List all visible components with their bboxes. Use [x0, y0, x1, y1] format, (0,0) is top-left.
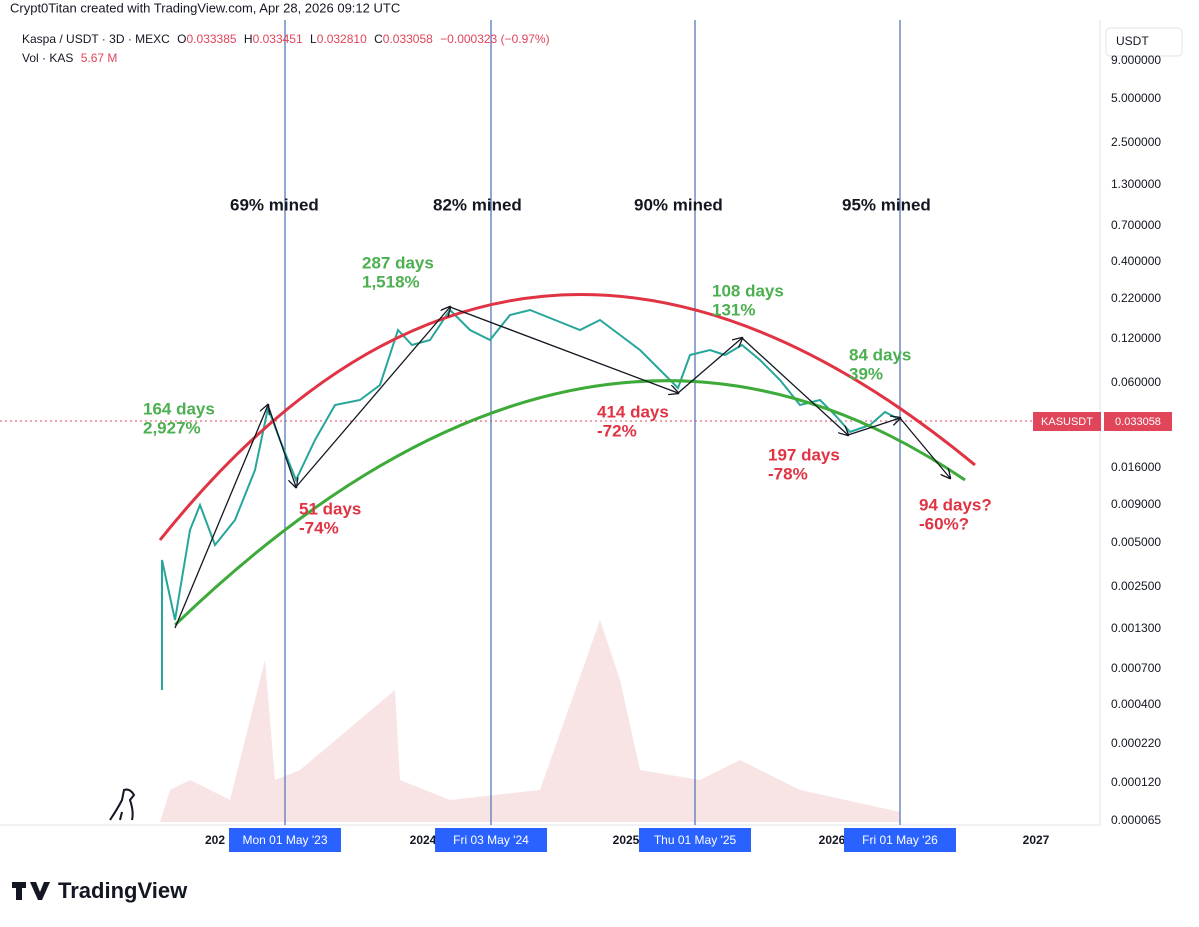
price-tick-label: 0.700000 [1111, 218, 1161, 232]
mined-label: 82% mined [433, 195, 522, 214]
footer-brand: TradingView [58, 878, 188, 903]
price-tick-label: 0.005000 [1111, 535, 1161, 549]
drop-change: -74% [299, 518, 339, 537]
header-line: Kaspa / USDT · 3D · MEXC O0.033385 H0.03… [22, 32, 550, 46]
rally-change: 2,927% [143, 418, 201, 437]
resistance-arc [158, 293, 976, 541]
volume-line: Vol · KAS 5.67 M [22, 51, 117, 65]
price-tag-text: 0.033058 [1115, 416, 1161, 428]
ohlc-key: C [374, 32, 383, 46]
support-arc [173, 379, 966, 627]
swing-arrows [174, 307, 950, 629]
rally-days: 164 days [143, 399, 215, 418]
price-tick-label: 0.001300 [1111, 621, 1161, 635]
time-marker-label: Thu 01 May '25 [654, 833, 737, 847]
rally-change: 1,518% [362, 272, 420, 291]
ohlc-value: 0.033385 [187, 32, 237, 46]
time-marker-box [229, 828, 341, 852]
drop-change: -78% [768, 464, 808, 483]
credit: Crypt0Titan created with TradingView.com… [10, 0, 400, 15]
drop-days: 197 days [768, 445, 840, 464]
ohlc-value: 0.033058 [383, 32, 433, 46]
time-tick-label: 2024 [410, 833, 437, 847]
price-tick-label: 0.220000 [1111, 291, 1161, 305]
time-tick-label: 202 [205, 833, 225, 847]
time-marker-box [435, 828, 547, 852]
time-marker-label: Fri 03 May '24 [453, 833, 529, 847]
time-marker-box [844, 828, 956, 852]
ohlc-key: L [310, 32, 317, 46]
volume-area [160, 620, 900, 822]
drop-days: 51 days [299, 499, 361, 518]
rally-change: 131% [712, 300, 755, 319]
mined-label: 69% mined [230, 195, 319, 214]
time-tick-label: 2025 [613, 833, 640, 847]
drop-days: 414 days [597, 402, 669, 421]
price-tick-label: 0.120000 [1111, 331, 1161, 345]
ohlc-key: O [177, 32, 186, 46]
symbol: Kaspa / USDT · 3D · MEXC [22, 32, 170, 46]
ohlc-value: 0.033451 [253, 32, 303, 46]
price-tick-label: 0.000700 [1111, 661, 1161, 675]
price-tick-label: 0.400000 [1111, 254, 1161, 268]
mined-label: 90% mined [634, 195, 723, 214]
price-tick-label: 0.000120 [1111, 775, 1161, 789]
time-marker-label: Fri 01 May '26 [862, 833, 938, 847]
price-tick-label: 0.000065 [1111, 813, 1161, 827]
time-marker-box [639, 828, 751, 852]
footer-logo [12, 882, 50, 900]
price-tick-label: 0.002500 [1111, 579, 1161, 593]
change: −0.000323 (−0.97%) [440, 32, 549, 46]
drop-change: -72% [597, 421, 637, 440]
ohlc-value: 0.032810 [317, 32, 367, 46]
unit: USDT [1116, 34, 1149, 48]
symbol-tag [1033, 412, 1101, 431]
volume-label: Vol · KAS [22, 51, 73, 65]
mined-label: 95% mined [842, 195, 931, 214]
unit-box[interactable] [1105, 27, 1183, 57]
time-tick-label: 2026 [819, 833, 846, 847]
rally-days: 108 days [712, 281, 784, 300]
price-tick-label: 0.000220 [1111, 736, 1161, 750]
price-path [161, 308, 901, 690]
rally-days: 287 days [362, 253, 434, 272]
time-tick-label: 2027 [1023, 833, 1050, 847]
price-tick-label: 0.060000 [1111, 375, 1161, 389]
price-tick-label: 1.300000 [1111, 177, 1161, 191]
rally-days: 84 days [849, 345, 911, 364]
price-tick-label: 0.000400 [1111, 697, 1161, 711]
drop-change: -60%? [919, 514, 969, 533]
price-tick-label: 0.016000 [1111, 460, 1161, 474]
time-marker-label: Mon 01 May '23 [242, 833, 327, 847]
price-tick-label: 5.000000 [1111, 91, 1161, 105]
price-tick-label: 2.500000 [1111, 135, 1161, 149]
ohlc-key: H [244, 32, 253, 46]
price-tick-label: 0.009000 [1111, 497, 1161, 511]
price-tick-label: 9.000000 [1111, 53, 1161, 67]
price-tag [1104, 412, 1172, 431]
logo-icon [109, 788, 136, 821]
drop-days: 94 days? [919, 495, 992, 514]
symbol-tag-text: KASUSDT [1041, 416, 1093, 428]
volume-value: 5.67 M [81, 51, 118, 65]
rally-change: 39% [849, 364, 883, 383]
